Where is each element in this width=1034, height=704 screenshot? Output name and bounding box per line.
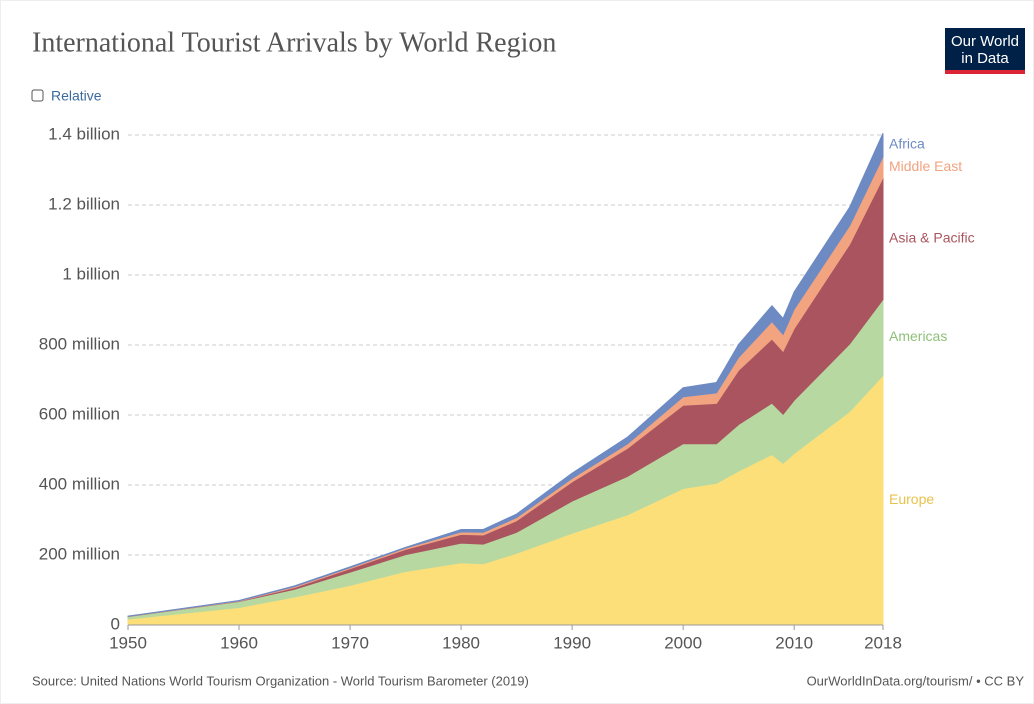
toggle-label[interactable]: Relative xyxy=(51,88,102,104)
logo-text: Our World xyxy=(951,33,1019,50)
x-tick-label: 1970 xyxy=(331,633,369,652)
url: OurWorldInData.org/tourism/ • CC BY xyxy=(807,673,1025,688)
y-tick-label: 200 million xyxy=(39,544,120,563)
y-tick-label: 400 million xyxy=(39,474,120,493)
series-label: Middle East xyxy=(889,158,962,174)
x-tick-label: 1990 xyxy=(553,633,591,652)
x-tick-label: 2010 xyxy=(775,633,813,652)
chart-title: International Tourist Arrivals by World … xyxy=(32,27,556,58)
y-tick-label: 1 billion xyxy=(62,264,120,283)
x-tick-label: 2018 xyxy=(864,633,902,652)
logo-stripe xyxy=(945,70,1025,74)
x-tick-label: 1960 xyxy=(220,633,258,652)
y-tick-label: 600 million xyxy=(39,404,120,423)
y-tick-label: 800 million xyxy=(39,334,120,353)
area xyxy=(127,133,884,617)
series-label: Americas xyxy=(889,328,947,344)
series-label: Europe xyxy=(889,491,934,507)
series-label: Asia & Pacific xyxy=(889,229,975,245)
logo-text: in Data xyxy=(961,50,1009,67)
y-tick-label: 0 xyxy=(111,614,120,633)
checkbox[interactable] xyxy=(31,89,44,102)
x-tick-label: 1980 xyxy=(442,633,480,652)
y-tick-label: 1.2 billion xyxy=(48,194,120,213)
x-tick-label: 1950 xyxy=(109,633,147,652)
source: Source: United Nations World Tourism Org… xyxy=(32,673,529,688)
y-tick-label: 1.4 billion xyxy=(48,124,120,143)
logo-box xyxy=(945,28,1025,73)
series-label: Africa xyxy=(889,136,925,152)
x-tick-label: 2000 xyxy=(664,633,702,652)
